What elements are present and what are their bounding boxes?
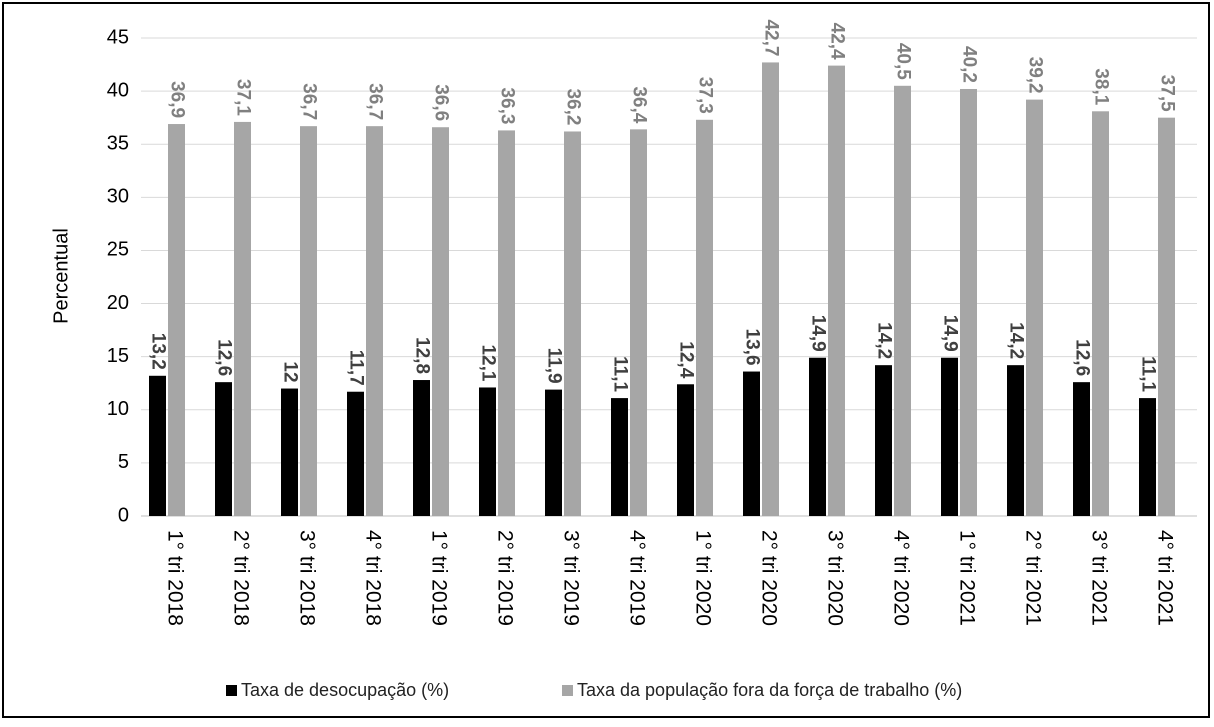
data-label: 36,3: [496, 87, 517, 124]
x-tick-label: 3° tri 2019: [559, 530, 582, 626]
bar: [215, 382, 232, 516]
data-label: 13,6: [741, 329, 762, 366]
data-label: 12,8: [411, 337, 432, 374]
y-tick-label: 10: [107, 398, 129, 420]
bar: [941, 357, 958, 516]
bar: [743, 371, 760, 516]
bar: [696, 119, 713, 517]
y-tick-label: 30: [107, 186, 129, 208]
legend-swatch: [562, 685, 573, 696]
data-label: 37,3: [694, 77, 715, 114]
x-tick-label: 4° tri 2018: [361, 530, 384, 626]
data-label: 40,2: [958, 46, 979, 83]
data-label: 37,1: [232, 79, 253, 116]
data-label: 39,2: [1024, 57, 1045, 94]
bar: [564, 131, 581, 516]
bar: [677, 384, 694, 516]
x-tick-label: 3° tri 2021: [1087, 530, 1110, 626]
x-tick-label: 2° tri 2021: [1021, 530, 1044, 626]
x-tick-label: 1° tri 2021: [955, 530, 978, 626]
data-label: 12,1: [477, 344, 498, 381]
x-tick-label: 3° tri 2018: [295, 530, 318, 626]
x-tick-label: 2° tri 2019: [493, 530, 516, 626]
data-label: 42,7: [760, 19, 781, 56]
y-tick-label: 5: [118, 451, 129, 473]
data-label: 12,6: [1071, 339, 1092, 376]
legend-label: Taxa de desocupação (%): [241, 680, 449, 700]
y-tick-label: 15: [107, 345, 129, 367]
bar: [1092, 111, 1109, 516]
y-axis-label: Percentual: [50, 228, 72, 324]
data-label: 36,6: [430, 84, 451, 121]
data-label: 12,6: [213, 339, 234, 376]
data-label: 38,1: [1090, 68, 1111, 105]
x-tick-label: 3° tri 2020: [823, 530, 846, 626]
data-label: 40,5: [892, 43, 913, 80]
bar: [366, 126, 383, 517]
x-tick-label: 2° tri 2020: [757, 530, 780, 626]
x-tick-label: 4° tri 2019: [625, 530, 648, 626]
data-label: 11,1: [609, 356, 630, 392]
bar: [828, 65, 845, 517]
bar: [347, 391, 364, 516]
data-label: 14,2: [1005, 322, 1026, 359]
data-label: 14,9: [807, 315, 828, 352]
bar: [1073, 382, 1090, 516]
data-label: 37,5: [1156, 75, 1177, 112]
y-tick-label: 25: [107, 239, 129, 261]
data-label: 36,2: [562, 88, 583, 125]
y-tick-label: 20: [107, 292, 129, 314]
data-label: 11,9: [543, 348, 564, 384]
x-tick-label: 4° tri 2020: [889, 530, 912, 626]
bar: [960, 88, 977, 516]
data-label: 36,7: [364, 83, 385, 120]
bar: [300, 126, 317, 517]
data-label: 12: [279, 361, 300, 382]
bar: [498, 130, 515, 516]
x-tick-label: 1° tri 2019: [427, 530, 450, 626]
data-label: 36,9: [166, 81, 187, 118]
bar: [432, 127, 449, 516]
bar: [168, 124, 185, 516]
x-tick-label: 1° tri 2020: [691, 530, 714, 626]
bar: [1139, 398, 1156, 516]
bar: [234, 121, 251, 516]
data-label: 13,2: [147, 333, 168, 370]
bar: [479, 387, 496, 516]
data-label: 42,4: [826, 23, 847, 60]
bar: [545, 389, 562, 516]
y-tick-label: 0: [118, 504, 129, 526]
data-label: 11,1: [1137, 356, 1158, 392]
bar: [1158, 117, 1175, 517]
bar: [1007, 365, 1024, 516]
y-tick-label: 45: [107, 26, 129, 48]
bar: [1026, 99, 1043, 516]
bar: [281, 388, 298, 516]
data-label: 14,2: [873, 322, 894, 359]
data-label: 36,4: [628, 86, 649, 123]
bar: [630, 129, 647, 516]
x-tick-label: 2° tri 2018: [229, 530, 252, 626]
x-tick-label: 1° tri 2018: [163, 530, 186, 626]
bar: [809, 357, 826, 516]
bar: [875, 365, 892, 516]
data-label: 12,4: [675, 341, 696, 378]
bar: [762, 62, 779, 516]
y-tick-label: 35: [107, 133, 129, 155]
data-label: 36,7: [298, 83, 319, 120]
bar: [413, 380, 430, 516]
bar: [894, 85, 911, 517]
legend-swatch: [226, 685, 237, 696]
bar: [611, 398, 628, 516]
data-label: 14,9: [939, 315, 960, 352]
data-label: 11,7: [345, 350, 366, 386]
legend-label: Taxa da população fora da força de traba…: [577, 680, 962, 700]
y-tick-label: 40: [107, 79, 129, 101]
bar: [149, 375, 166, 516]
x-tick-label: 4° tri 2021: [1153, 530, 1176, 626]
